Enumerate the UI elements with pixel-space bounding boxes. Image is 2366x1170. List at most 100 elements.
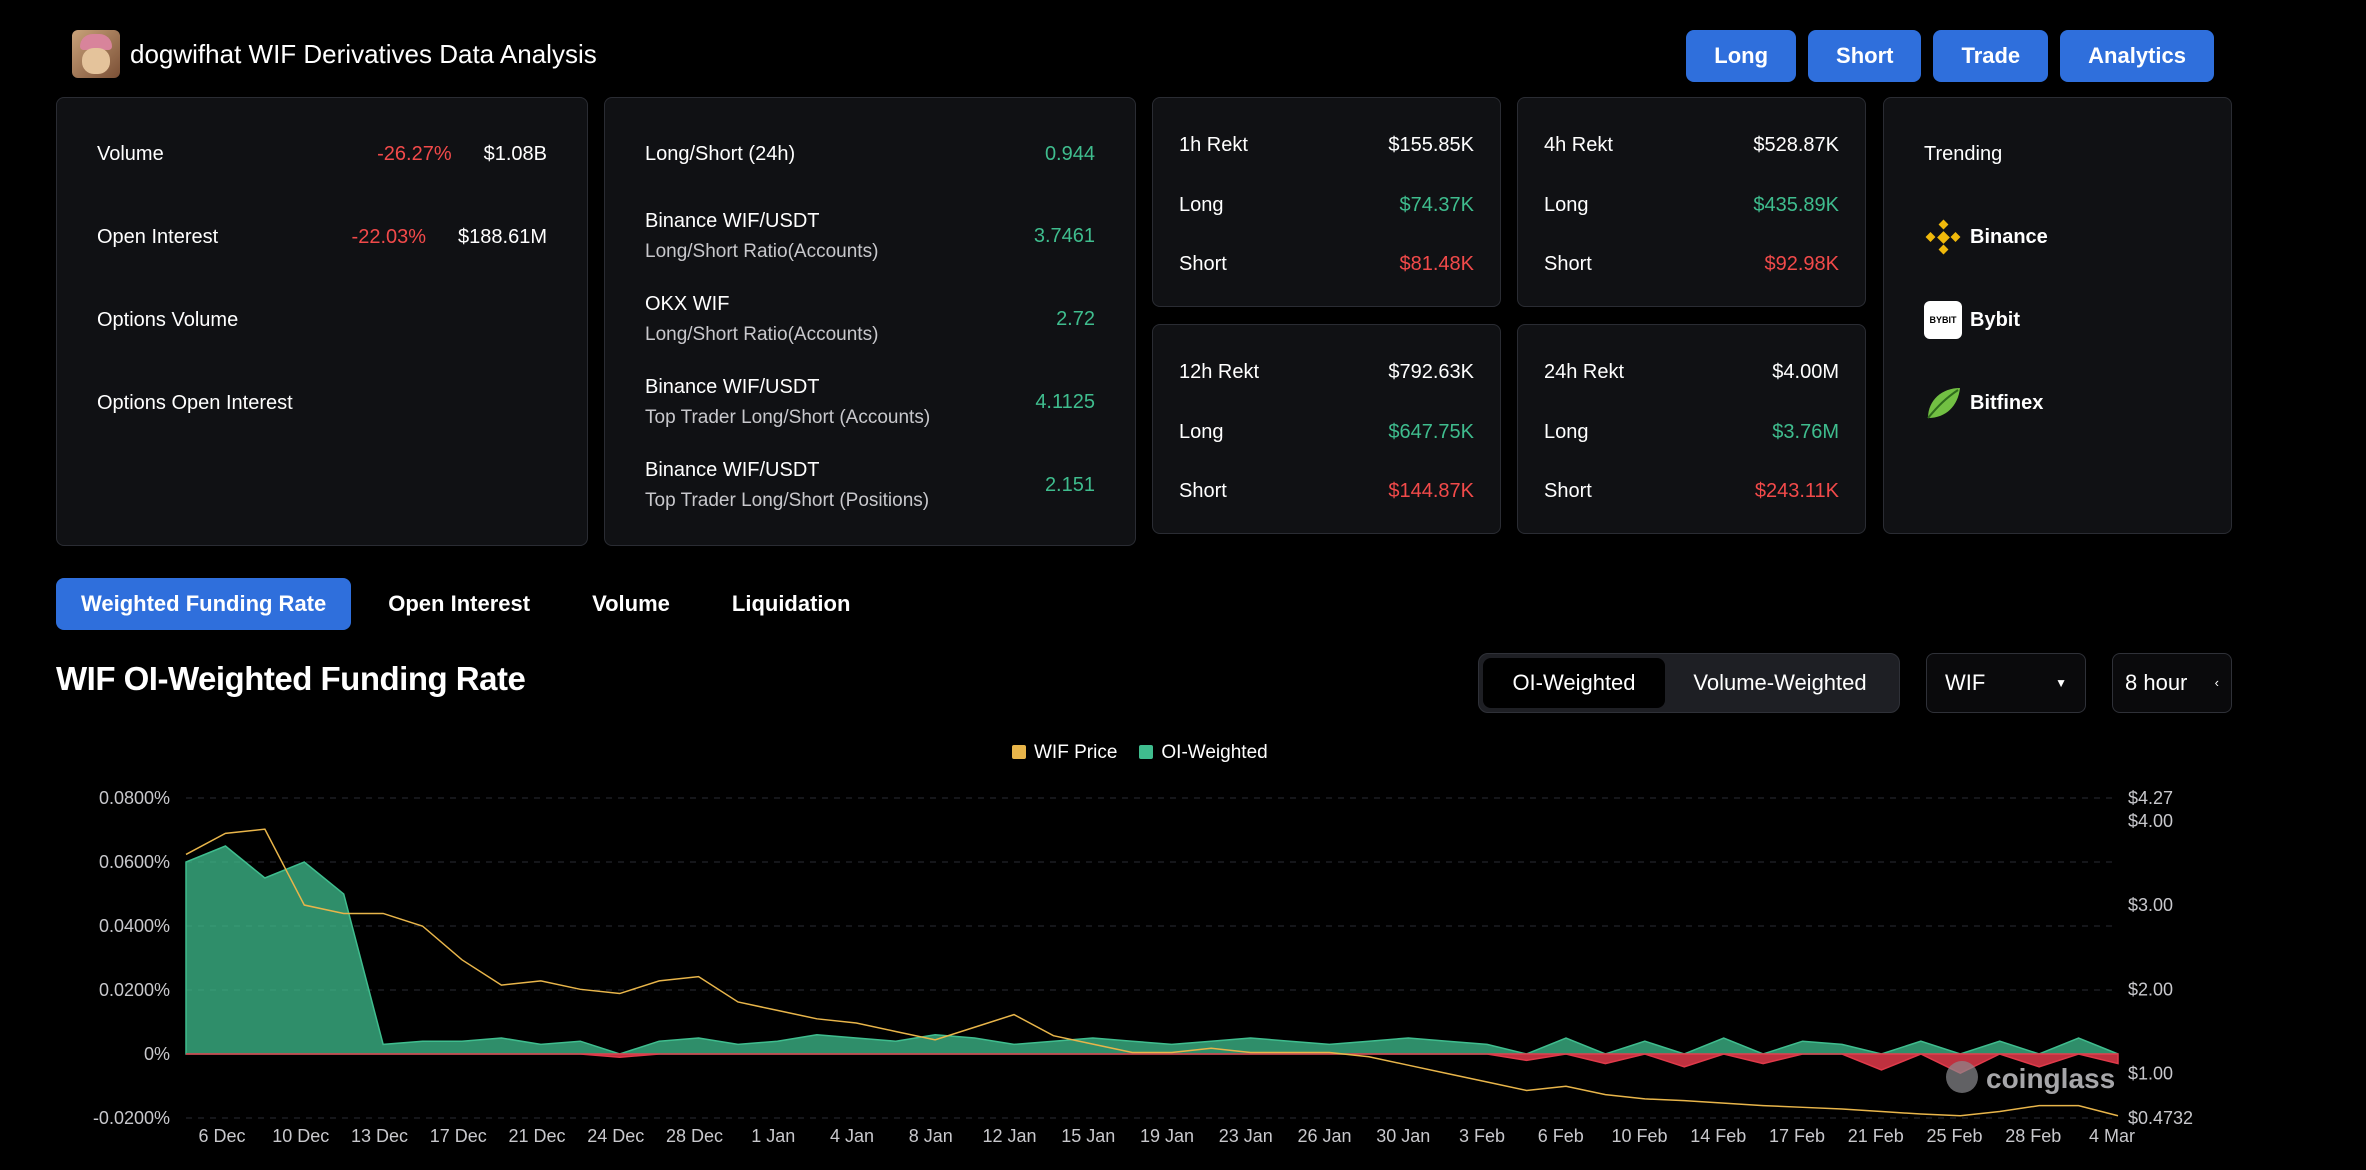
legend-swatch-funding xyxy=(1139,745,1154,759)
price-point xyxy=(383,913,384,914)
long-button[interactable]: Long xyxy=(1686,30,1797,82)
x-tick-label: 28 Feb xyxy=(2005,1126,2061,1146)
funding-point xyxy=(1368,1041,1369,1042)
funding-point xyxy=(264,878,265,879)
x-tick-label: 8 Jan xyxy=(909,1126,953,1146)
rekt-title: 24h Rekt xyxy=(1544,361,1625,383)
rekt-title: 4h Rekt xyxy=(1544,134,1613,156)
rekt-long-label: Long xyxy=(1544,421,1589,443)
legend-swatch-price xyxy=(1012,745,1026,759)
x-tick-label: 3 Feb xyxy=(1459,1126,1505,1146)
price-point xyxy=(304,905,305,906)
funding-point xyxy=(1171,1044,1172,1045)
price-point xyxy=(1684,1100,1685,1101)
price-point xyxy=(1014,1014,1015,1015)
price-point xyxy=(580,989,581,990)
price-point xyxy=(225,833,226,834)
x-tick-label: 17 Feb xyxy=(1769,1126,1825,1146)
funding-point xyxy=(501,1038,502,1039)
options-volume-row: Options Volume xyxy=(97,309,547,332)
rekt-24h-card: 24h Rekt $4.00M Long $3.76M Short $243.11K xyxy=(1517,324,1866,534)
price-line xyxy=(185,828,2119,1117)
coinglass-logo-icon xyxy=(1946,1061,1978,1093)
trending-item-label: Binance xyxy=(1970,225,2048,248)
rekt-1h-card: 1h Rekt $155.85K Long $74.37K Short $81.48K xyxy=(1152,97,1501,307)
funding-point xyxy=(1842,1044,1843,1045)
price-point xyxy=(1250,1052,1251,1053)
short-button[interactable]: Short xyxy=(1808,30,1922,82)
price-point xyxy=(501,985,502,986)
ratio-row: Binance WIF/USDT Long/Short Ratio(Account… xyxy=(645,210,1095,263)
price-point xyxy=(1092,1044,1093,1045)
x-tick-label: 25 Feb xyxy=(1926,1126,1982,1146)
rekt-short-value: $243.11K xyxy=(1754,480,1839,502)
rekt-12h-card: 12h Rekt $792.63K Long $647.75K Short $144.… xyxy=(1152,324,1501,534)
open-interest-label: Open Interest xyxy=(97,226,219,248)
oi-weighted-option[interactable]: OI-Weighted xyxy=(1483,658,1665,708)
funding-rate-chart[interactable]: 0.0800% 0.0600% 0.0400% 0.0200% 0% -0.0200% $4… xyxy=(0,770,2366,1170)
chart-tabs: Weighted Funding Rate Open Interest Volu… xyxy=(56,578,875,630)
funding-point xyxy=(659,1041,660,1042)
price-point xyxy=(1960,1115,1961,1116)
tab-liquidation[interactable]: Liquidation xyxy=(731,591,851,616)
rekt-short-label: Short xyxy=(1179,480,1227,502)
funding-point xyxy=(343,894,344,895)
funding-negative-area xyxy=(186,1053,2119,1075)
tab-volume[interactable]: Volume xyxy=(592,591,670,616)
legend-item-price[interactable]: WIF Price xyxy=(1012,742,1117,764)
x-tick-label: 10 Feb xyxy=(1611,1126,1667,1146)
ratio-name: Binance WIF/USDT xyxy=(645,459,820,481)
price-point xyxy=(1881,1111,1882,1112)
ratio-name: OKX WIF xyxy=(645,293,730,315)
price-point xyxy=(1566,1086,1567,1087)
trending-item-bybit[interactable]: BYBIT Bybit xyxy=(1924,301,2191,339)
price-point xyxy=(422,926,423,927)
y-left-tick-label: 0.0600% xyxy=(99,852,170,872)
trending-item-binance[interactable]: Binance xyxy=(1924,218,2191,256)
funding-point xyxy=(1920,1041,1921,1042)
price-point xyxy=(2118,1115,2119,1116)
funding-point xyxy=(186,862,187,863)
price-point xyxy=(1132,1052,1133,1053)
funding-point xyxy=(540,1044,541,1045)
funding-point xyxy=(1132,1041,1133,1042)
funding-point xyxy=(698,1038,699,1039)
bitfinex-leaf-icon xyxy=(1927,388,1960,419)
price-point xyxy=(659,980,660,981)
funding-point xyxy=(619,1057,620,1058)
funding-point xyxy=(1881,1070,1882,1071)
price-point xyxy=(186,854,187,855)
volume-label: Volume xyxy=(97,143,164,165)
weighting-toggle: OI-Weighted Volume-Weighted xyxy=(1478,653,1900,713)
volume-weighted-option[interactable]: Volume-Weighted xyxy=(1693,670,1867,695)
trending-item-bitfinex[interactable]: Bitfinex xyxy=(1924,384,2191,422)
coin-select-value: WIF xyxy=(1945,670,1986,695)
tab-open-interest[interactable]: Open Interest xyxy=(388,591,531,616)
x-tick-label: 6 Dec xyxy=(198,1126,245,1146)
funding-point xyxy=(974,1038,975,1039)
open-interest-value: $188.61M xyxy=(458,226,547,248)
price-point xyxy=(1763,1105,1764,1106)
analytics-button[interactable]: Analytics xyxy=(2060,30,2214,82)
coin-select[interactable]: WIF ▼ xyxy=(1926,653,2086,713)
options-oi-row: Options Open Interest xyxy=(97,392,547,415)
page-title: dogwifhat WIF Derivatives Data Analysis xyxy=(130,38,597,69)
ratio-row: Binance WIF/USDT Top Trader Long/Short (A… xyxy=(645,376,1095,429)
coinglass-watermark: coinglass xyxy=(1986,1063,2115,1094)
rekt-title: 1h Rekt xyxy=(1179,134,1248,156)
interval-select[interactable]: 8 hour ‹ xyxy=(2112,653,2232,713)
price-point xyxy=(777,1010,778,1011)
funding-point xyxy=(1408,1038,1409,1039)
tab-weighted-funding-rate[interactable]: Weighted Funding Rate xyxy=(56,578,352,630)
binance-icon xyxy=(1925,219,1961,255)
legend-item-funding[interactable]: OI-Weighted xyxy=(1139,742,1268,764)
trade-button[interactable]: Trade xyxy=(1933,30,2049,82)
price-point xyxy=(1644,1098,1645,1099)
y-left-tick-label: 0.0200% xyxy=(99,980,170,1000)
open-interest-change: -22.03% xyxy=(351,226,427,248)
legend-label: OI-Weighted xyxy=(1161,742,1268,763)
price-point xyxy=(1842,1108,1843,1109)
funding-point xyxy=(1526,1060,1527,1061)
rekt-total: $155.85K xyxy=(1388,134,1474,156)
funding-point xyxy=(895,1041,896,1042)
